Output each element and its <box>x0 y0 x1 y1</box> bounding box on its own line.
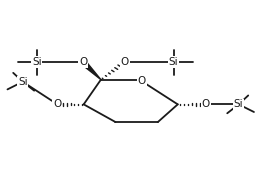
Text: O: O <box>138 76 146 86</box>
Text: Si: Si <box>18 77 28 87</box>
Text: Si: Si <box>234 99 243 109</box>
Text: O: O <box>121 57 129 67</box>
Text: Si: Si <box>169 57 178 67</box>
Text: O: O <box>79 57 87 67</box>
Text: Si: Si <box>32 57 42 67</box>
Polygon shape <box>81 61 101 80</box>
Text: O: O <box>53 99 62 109</box>
Text: O: O <box>201 99 210 109</box>
